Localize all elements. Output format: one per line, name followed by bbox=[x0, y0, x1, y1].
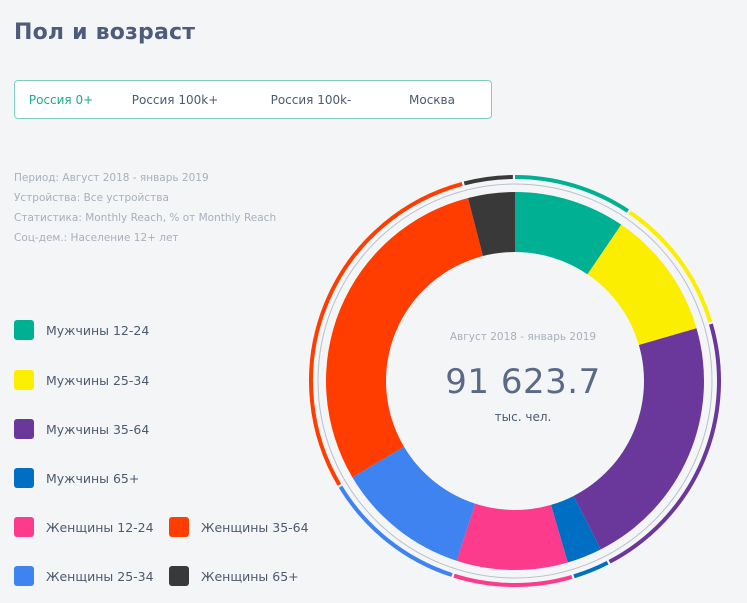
meta-period: Период: Август 2018 - январь 2019 bbox=[14, 172, 209, 184]
legend-item-women-25-34[interactable]: Женщины 25-34 bbox=[14, 566, 154, 586]
legend-swatch bbox=[169, 517, 189, 537]
donut-outer-arc-0 bbox=[514, 175, 629, 213]
legend-label: Мужчины 12-24 bbox=[46, 322, 150, 338]
donut-slice-3[interactable] bbox=[550, 495, 601, 563]
page-title: Пол и возраст bbox=[14, 20, 196, 45]
legend-label: Женщины 12-24 bbox=[46, 519, 154, 535]
donut-chart: Август 2018 - январь 2019 91 623.7 тыс. … bbox=[308, 166, 738, 596]
legend-swatch bbox=[14, 320, 34, 340]
donut-slice-7[interactable] bbox=[467, 192, 515, 257]
donut-slice-0[interactable] bbox=[515, 192, 622, 275]
legend-item-men-25-34[interactable]: Мужчины 25-34 bbox=[14, 370, 149, 390]
legend-item-women-12-24[interactable]: Женщины 12-24 bbox=[14, 517, 154, 537]
legend-item-women-35-64[interactable]: Женщины 35-64 bbox=[169, 517, 309, 537]
legend-swatch bbox=[14, 419, 34, 439]
donut-outer-arc-5 bbox=[338, 485, 453, 577]
legend-swatch bbox=[14, 370, 34, 390]
legend-item-women-65-plus[interactable]: Женщины 65+ bbox=[169, 566, 299, 586]
legend-label: Женщины 25-34 bbox=[46, 568, 154, 584]
legend-label: Мужчины 65+ bbox=[46, 470, 140, 486]
legend-item-men-35-64[interactable]: Мужчины 35-64 bbox=[14, 419, 149, 439]
legend-swatch bbox=[14, 517, 34, 537]
legend-label: Женщины 65+ bbox=[201, 568, 299, 584]
donut-outer-arc-3 bbox=[573, 560, 609, 579]
tab-russia-100k-minus[interactable]: Россия 100k- bbox=[270, 92, 352, 107]
region-tabs: Россия 0+ Россия 100k+ Россия 100k- Моск… bbox=[14, 80, 492, 119]
legend-swatch bbox=[14, 468, 34, 488]
legend-label: Мужчины 25-34 bbox=[46, 372, 150, 388]
legend-item-men-65-plus[interactable]: Мужчины 65+ bbox=[14, 468, 139, 488]
donut-slice-2[interactable] bbox=[573, 328, 704, 550]
donut-slice-1[interactable] bbox=[587, 224, 697, 346]
legend-label: Женщины 35-64 bbox=[201, 519, 309, 535]
donut-svg bbox=[309, 175, 721, 587]
filter-summary: Период: Август 2018 - январь 2019 Устрой… bbox=[14, 168, 276, 248]
donut-guide-ring bbox=[317, 183, 713, 579]
donut-slice-5[interactable] bbox=[352, 446, 476, 561]
legend-swatch bbox=[169, 566, 189, 586]
donut-slice-6[interactable] bbox=[326, 197, 483, 478]
meta-socdem: Соц-дем.: Население 12+ лет bbox=[14, 232, 179, 244]
legend-label: Мужчины 35-64 bbox=[46, 421, 150, 437]
donut-outer-arc-7 bbox=[463, 175, 513, 186]
legend-swatch bbox=[14, 566, 34, 586]
donut-outer-arc-1 bbox=[628, 210, 713, 323]
donut-outer-arc-4 bbox=[453, 573, 573, 587]
tab-moscow[interactable]: Москва bbox=[409, 92, 455, 107]
donut-slice-4[interactable] bbox=[456, 503, 568, 570]
tab-russia-0[interactable]: Россия 0+ bbox=[18, 84, 104, 115]
meta-devices: Устройства: Все устройства bbox=[14, 192, 169, 204]
donut-outer-arc-2 bbox=[608, 323, 721, 564]
tab-russia-100k-plus[interactable]: Россия 100k+ bbox=[131, 92, 219, 107]
meta-statistics: Статистика: Monthly Reach, % от Monthly … bbox=[14, 212, 277, 224]
donut-outer-arc-6 bbox=[309, 182, 463, 486]
legend-item-men-12-24[interactable]: Мужчины 12-24 bbox=[14, 320, 149, 340]
